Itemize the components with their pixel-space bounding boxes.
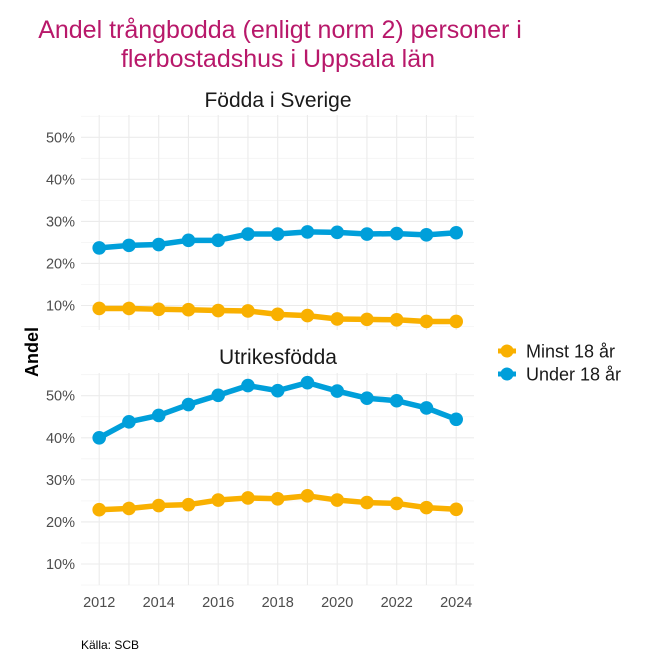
- y-tick-label: 40%: [46, 431, 75, 447]
- data-point-minst-18-2019: Minst 18 år 2019: 7.6%: [300, 308, 315, 323]
- data-point-minst-18-2015: Minst 18 år 2015: 9%: [181, 302, 196, 317]
- data-point-minst-18-2022: Minst 18 år 2022: 6.6%: [389, 312, 404, 327]
- x-tick-label: 2012: [83, 595, 115, 611]
- data-point-under-18-2022: Under 18 år 2022: 48.8%: [389, 393, 404, 408]
- legend-label: Minst 18 år: [526, 342, 615, 362]
- data-point-minst-18-2015: Minst 18 år 2015: 24.1%: [181, 497, 196, 512]
- data-point-minst-18-2024: Minst 18 år 2024: 6.2%: [449, 314, 464, 329]
- panel-title: Födda i Sverige: [204, 89, 351, 112]
- legend-label: Under 18 år: [526, 365, 621, 385]
- data-point-minst-18-2014: Minst 18 år 2014: 23.9%: [151, 498, 166, 513]
- data-point-under-18-2018: Under 18 år 2018: 27%: [270, 227, 285, 241]
- data-point-minst-18-2022: Minst 18 år 2022: 24.4%: [389, 496, 404, 511]
- data-point-under-18-2012: Under 18 år 2012: 23.7%: [92, 241, 106, 255]
- y-tick-label: 40%: [46, 172, 75, 188]
- data-point-under-18-2017: Under 18 år 2017: 27%: [241, 227, 255, 241]
- data-point-under-18-2013: Under 18 år 2013: 24.3%: [122, 238, 136, 253]
- series-layer: Minst 18 år 2012: 9.3% Minst 18 år 2013: …: [92, 225, 464, 329]
- y-tick-label: 50%: [46, 130, 75, 146]
- chart-title-line-2: flerbostadshus i Uppsala län: [121, 45, 435, 73]
- data-point-minst-18-2017: Minst 18 år 2017: 25.7%: [241, 491, 255, 505]
- data-point-minst-18-2020: Minst 18 år 2020: 25.2%: [330, 493, 345, 507]
- y-tick-label: 30%: [46, 214, 75, 230]
- data-point-under-18-2023: Under 18 år 2023: 26.8%: [419, 228, 434, 242]
- data-point-under-18-2020: Under 18 år 2020: 51.1%: [330, 384, 345, 398]
- chart-title-line-1: Andel trångbodda (enligt norm 2) persone…: [38, 16, 522, 44]
- x-axis-ticks: 2012 2014 2016 2018 2020 2022 2024: [83, 595, 472, 611]
- data-point-minst-18-2023: Minst 18 år 2023: 6.2%: [419, 314, 434, 329]
- data-point-under-18-2013: Under 18 år 2013: 43.8%: [122, 414, 136, 429]
- data-point-minst-18-2013: Minst 18 år 2013: 23.2%: [122, 501, 136, 516]
- y-tick-label: 10%: [46, 557, 75, 573]
- legend-item-under-18: Under 18 år: [498, 365, 621, 385]
- legend-item-minst-18: Minst 18 år: [498, 342, 615, 362]
- data-point-under-18-2014: Under 18 år 2014: 24.5%: [151, 237, 166, 252]
- series-layer: Minst 18 år 2012: 22.9% Minst 18 år 2013:…: [92, 375, 464, 517]
- y-axis-ticks: 10% 20% 30% 40% 50%: [46, 389, 75, 573]
- data-point-under-18-2023: Under 18 år 2023: 47.1%: [419, 401, 434, 415]
- data-point-minst-18-2018: Minst 18 år 2018: 25.5%: [270, 491, 285, 506]
- data-point-under-18-2024: Under 18 år 2024: 27.3%: [449, 225, 464, 240]
- data-point-under-18-2019: Under 18 år 2019: 27.5%: [300, 225, 315, 239]
- data-point-minst-18-2021: Minst 18 år 2021: 24.6%: [360, 495, 374, 510]
- panel-title: Utrikesfödda: [219, 346, 337, 369]
- gridlines: [81, 373, 474, 586]
- legend-key-point: [500, 367, 514, 381]
- gridlines: [81, 115, 474, 330]
- data-point-minst-18-2024: Minst 18 år 2024: 23%: [449, 502, 464, 517]
- data-point-under-18-2016: Under 18 år 2016: 50.1%: [211, 388, 225, 403]
- x-tick-label: 2018: [262, 595, 294, 611]
- panel-fodda-i-sverige: Födda i Sverige 10% 20% 30% 40% 50% Minst 18…: [46, 89, 474, 330]
- data-point-under-18-2019: Under 18 år 2019: 53.1%: [300, 375, 315, 390]
- y-tick-label: 30%: [46, 473, 75, 489]
- data-point-minst-18-2019: Minst 18 år 2019: 26.2%: [300, 489, 315, 503]
- x-tick-label: 2016: [202, 595, 234, 611]
- data-point-under-18-2021: Under 18 år 2021: 49.4%: [360, 391, 374, 406]
- y-tick-label: 20%: [46, 256, 75, 272]
- x-tick-label: 2024: [440, 595, 472, 611]
- data-point-minst-18-2016: Minst 18 år 2016: 25.2%: [211, 493, 225, 507]
- panel-utrikesfodda: Utrikesfödda 10% 20% 30% 40% 50% Minst 18 år…: [46, 346, 474, 586]
- data-point-minst-18-2012: Minst 18 år 2012: 22.9%: [92, 502, 106, 517]
- data-point-minst-18-2014: Minst 18 år 2014: 9.1%: [151, 302, 166, 317]
- data-point-under-18-2021: Under 18 år 2021: 27%: [360, 227, 374, 241]
- legend-key-point: [500, 344, 514, 358]
- data-point-under-18-2022: Under 18 år 2022: 27.1%: [389, 226, 404, 241]
- data-point-minst-18-2013: Minst 18 år 2013: 9.3%: [122, 301, 136, 316]
- y-tick-label: 20%: [46, 515, 75, 531]
- data-point-under-18-2016: Under 18 år 2016: 25.5%: [211, 233, 225, 248]
- data-point-minst-18-2020: Minst 18 år 2020: 6.8%: [330, 312, 345, 326]
- data-point-under-18-2018: Under 18 år 2018: 51.2%: [270, 383, 285, 398]
- data-point-under-18-2015: Under 18 år 2015: 47.9%: [181, 397, 196, 412]
- y-tick-label: 50%: [46, 389, 75, 405]
- data-point-under-18-2020: Under 18 år 2020: 27.4%: [330, 225, 345, 240]
- y-tick-label: 10%: [46, 299, 75, 315]
- data-point-under-18-2015: Under 18 år 2015: 25.5%: [181, 233, 196, 248]
- data-point-minst-18-2018: Minst 18 år 2018: 7.9%: [270, 307, 285, 322]
- x-tick-label: 2022: [381, 595, 413, 611]
- caption: Källa: SCB: [81, 638, 139, 652]
- data-point-minst-18-2023: Minst 18 år 2023: 23.4%: [419, 500, 434, 515]
- y-axis-ticks: 10% 20% 30% 40% 50%: [46, 130, 75, 314]
- data-point-under-18-2014: Under 18 år 2014: 45.3%: [151, 408, 166, 423]
- data-point-under-18-2012: Under 18 år 2012: 40%: [92, 430, 106, 445]
- y-axis-label: Andel: [22, 327, 42, 377]
- data-point-minst-18-2016: Minst 18 år 2016: 8.8%: [211, 303, 225, 318]
- data-point-minst-18-2017: Minst 18 år 2017: 8.7%: [241, 304, 255, 318]
- data-point-minst-18-2021: Minst 18 år 2021: 6.7%: [360, 312, 374, 327]
- data-point-minst-18-2012: Minst 18 år 2012: 9.3%: [92, 301, 106, 316]
- data-point-under-18-2024: Under 18 år 2024: 44.4%: [449, 412, 464, 427]
- legend: Minst 18 år Under 18 år: [498, 342, 621, 385]
- x-tick-label: 2014: [143, 595, 175, 611]
- x-tick-label: 2020: [321, 595, 353, 611]
- data-point-under-18-2017: Under 18 år 2017: 52.4%: [241, 378, 255, 393]
